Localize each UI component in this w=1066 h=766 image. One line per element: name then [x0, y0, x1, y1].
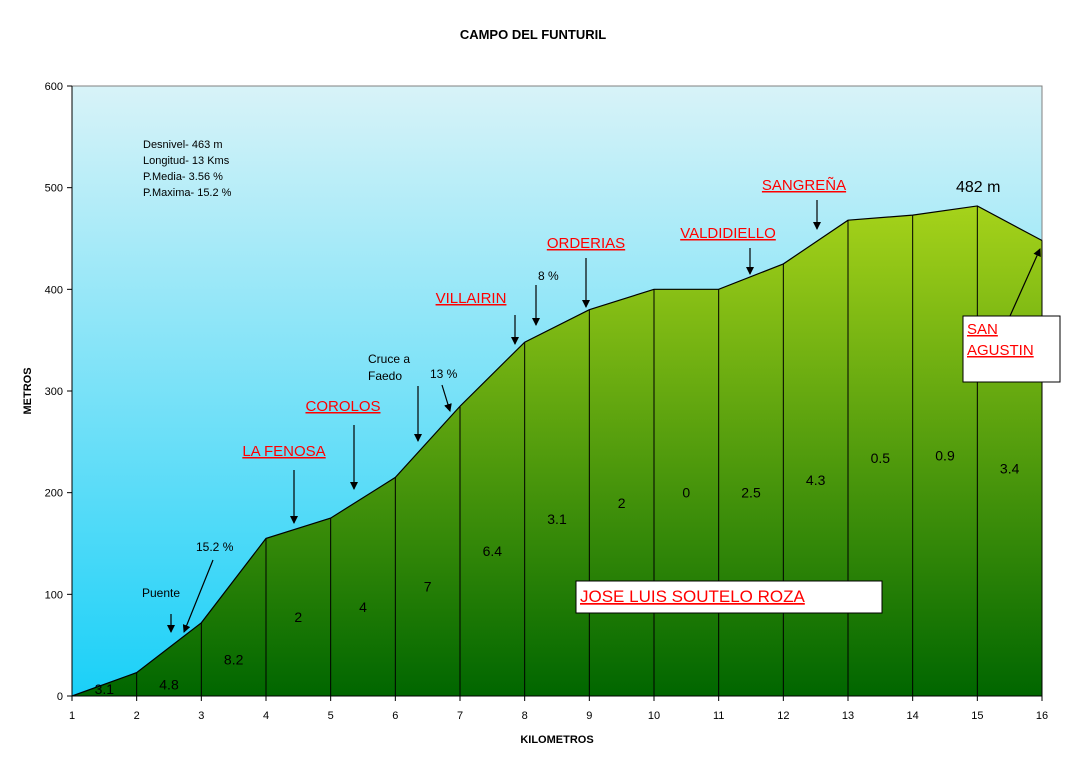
note-13pct: 13 % [430, 367, 458, 381]
x-tick-label: 15 [971, 710, 983, 722]
note-8pct: 8 % [538, 269, 559, 283]
x-tick-label: 10 [648, 710, 660, 722]
x-tick-label: 1 [69, 710, 75, 722]
y-tick-label: 100 [45, 589, 63, 601]
x-tick-label: 16 [1036, 710, 1048, 722]
stats-block: Desnivel- 463 m Longitud- 13 Kms P.Media… [143, 139, 232, 199]
x-tick-label: 11 [713, 710, 724, 722]
place-san-agustin-box: SAN AGUSTIN [962, 315, 1061, 383]
author-box: JOSE LUIS SOUTELO ROZA [575, 580, 883, 614]
gradient-label: 2 [294, 609, 302, 625]
place-orderias: ORDERIAS [547, 235, 625, 252]
place-san-agustin-line1: SAN [967, 321, 998, 338]
y-tick-label: 500 [45, 183, 63, 195]
arrow-15pct [182, 559, 214, 633]
arrow-13pct [441, 384, 452, 412]
y-tick-label: 600 [45, 81, 63, 93]
gradient-label: 0.9 [935, 448, 955, 464]
x-axis-title: KILOMETROS [520, 734, 593, 746]
y-tick-label: 400 [45, 284, 63, 296]
arrow-san-agustin [1009, 248, 1041, 317]
gradient-label: 8.2 [224, 651, 244, 667]
x-tick-label: 13 [842, 710, 854, 722]
x-tick-label: 4 [263, 710, 269, 722]
x-tick-label: 3 [198, 710, 204, 722]
stat-pmedia: P.Media- 3.56 % [143, 171, 223, 183]
stat-pmaxima: P.Maxima- 15.2 % [143, 187, 232, 199]
place-valdidiello: VALDIDIELLO [680, 225, 776, 242]
gradient-label: 0 [682, 485, 690, 501]
chart-title: CAMPO DEL FUNTURIL [460, 27, 606, 42]
gradient-label: 4.8 [159, 676, 179, 692]
gradient-label: 6.4 [483, 543, 503, 559]
place-la-fenosa: LA FENOSA [242, 443, 325, 460]
note-cruce-1: Cruce a [368, 352, 410, 366]
x-tick-label: 6 [392, 710, 398, 722]
gradient-label: 2 [618, 495, 626, 511]
stat-desnivel: Desnivel- 463 m [143, 139, 222, 151]
gradient-label: 3.1 [95, 681, 115, 697]
annotation-arrows [167, 200, 1041, 633]
x-tick-label: 5 [328, 710, 334, 722]
y-tick-label: 200 [45, 488, 63, 500]
x-tick-label: 14 [907, 710, 919, 722]
author-name: JOSE LUIS SOUTELO ROZA [580, 587, 805, 606]
gradient-label: 7 [424, 579, 432, 595]
y-axis-title: METROS [22, 367, 34, 414]
x-tick-label: 8 [522, 710, 528, 722]
profile-line [71, 205, 1043, 697]
stat-longitud: Longitud- 13 Kms [143, 155, 230, 167]
place-villairin: VILLAIRIN [436, 290, 507, 307]
x-tick-label: 7 [457, 710, 463, 722]
gradient-label: 0.5 [871, 450, 891, 466]
gradient-label: 4 [359, 599, 367, 615]
place-san-agustin-line2: AGUSTIN [967, 342, 1034, 359]
profile-area [72, 205, 1042, 696]
gradient-label: 4.3 [806, 472, 826, 488]
place-sangrena: SANGREÑA [762, 177, 846, 194]
note-15pct: 15.2 % [196, 540, 234, 554]
gradient-label: 3.4 [1000, 460, 1020, 476]
note-puente: Puente [142, 586, 180, 600]
peak-label: 482 m [956, 179, 1000, 196]
y-tick-label: 300 [45, 386, 63, 398]
gradient-label: 2.5 [741, 485, 761, 501]
x-tick-label: 2 [134, 710, 140, 722]
place-corolos: COROLOS [305, 398, 380, 415]
y-tick-label: 0 [57, 691, 63, 703]
gradient-label: 3.1 [547, 511, 567, 527]
note-cruce-2: Faedo [368, 369, 402, 383]
x-tick-label: 9 [586, 710, 592, 722]
x-tick-label: 12 [777, 710, 789, 722]
